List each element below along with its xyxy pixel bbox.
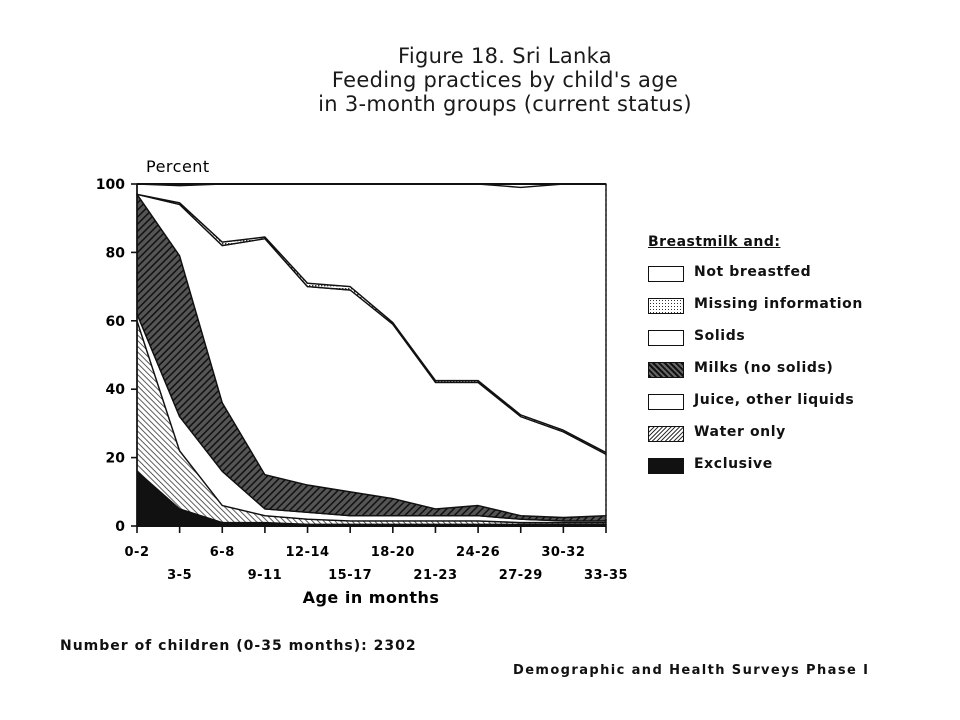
x-tick-label: 27-29 [499,568,543,583]
source-note: Demographic and Health Surveys Phase I [513,663,870,678]
legend: Breastmilk and: Not breastfed Missing inf… [648,234,862,474]
x-tick-label: 24-26 [456,545,500,560]
legend-swatch [648,458,684,474]
x-axis-label: Age in months [303,588,440,607]
legend-label: Water only [694,424,786,440]
x-tick-label: 21-23 [413,568,457,583]
x-tick-label: 15-17 [328,568,372,583]
legend-swatch [648,426,684,442]
y-tick-label: 40 [106,382,126,398]
x-tick-label: 3-5 [167,568,192,583]
x-tick-label: 33-35 [584,568,628,583]
x-tick-label: 6-8 [210,545,235,560]
y-tick-label: 20 [106,451,126,467]
legend-label: Milks (no solids) [694,360,834,376]
x-tick-label: 18-20 [371,545,415,560]
legend-swatch [648,298,684,314]
legend-swatch [648,394,684,410]
legend-swatch [648,266,684,282]
title-line-3: in 3-month groups (current status) [318,92,692,116]
legend-swatch [648,362,684,378]
title-line-1: Figure 18. Sri Lanka [398,44,612,68]
legend-label: Missing information [694,296,863,312]
plot-area [136,183,607,527]
legend-label: Not breastfed [694,264,812,280]
legend-title: Breastmilk and: [648,234,781,250]
sample-size-note: Number of children (0-35 months): 2302 [60,638,417,654]
x-tick-label: 0-2 [125,545,150,560]
x-tick-label: 30-32 [541,545,585,560]
y-tick-label: 100 [96,177,125,193]
y-tick-label: 80 [106,245,126,261]
legend-label: Juice, other liquids [694,392,855,408]
legend-label: Exclusive [694,456,773,472]
title-line-2: Feeding practices by child's age [331,68,679,92]
legend-swatch [648,330,684,346]
y-tick-label: 60 [106,314,126,330]
legend-label: Solids [694,328,746,344]
x-tick-label: 9-11 [248,568,283,583]
chart-title: Figure 18. Sri Lanka Feeding practices b… [0,44,960,116]
y-tick-label: 0 [115,519,125,535]
x-tick-label: 12-14 [286,545,330,560]
y-axis-label: Percent [146,157,210,176]
